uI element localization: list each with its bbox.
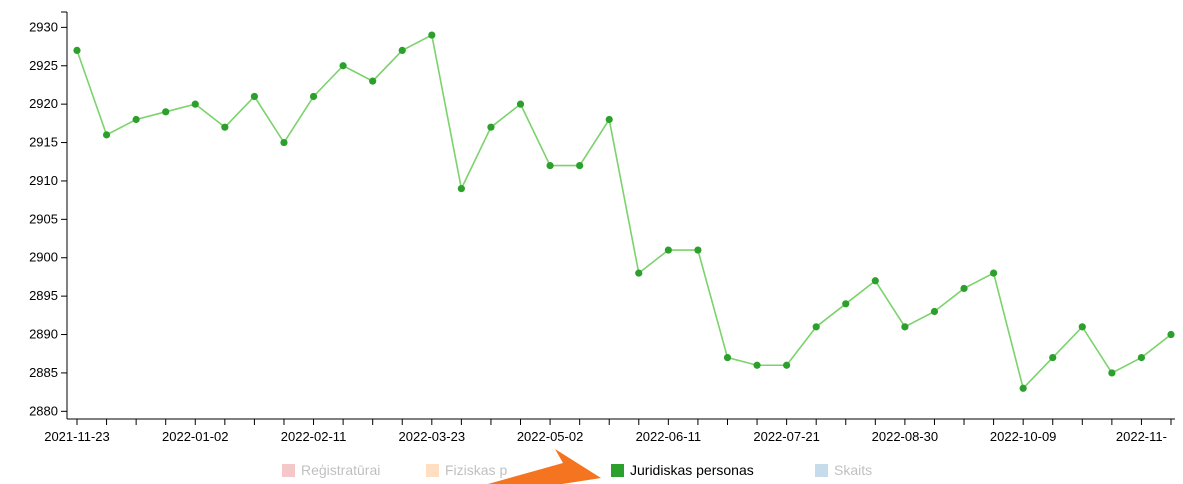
legend-item-registraturai[interactable]: Reģistratūrai (282, 462, 380, 478)
line-chart: 2880 2885 2890 2895 2900 2905 2910 2915 2920 2925… (29, 11, 1175, 444)
data-point[interactable] (339, 62, 347, 70)
y-tick-label: 2890 (29, 327, 58, 342)
legend-label-juridiskas-personas: Juridiskas personas (630, 462, 754, 478)
data-point[interactable] (162, 108, 170, 116)
y-tick-label: 2925 (29, 58, 58, 73)
x-tick-label: 2021-11-23 (44, 429, 110, 444)
y-tick-label: 2895 (29, 288, 58, 303)
y-axis: 2880 2885 2890 2895 2900 2905 2910 2915 2920 2925… (29, 11, 68, 419)
x-tick-label: 2022-10-09 (990, 429, 1057, 444)
legend-item-skaits[interactable]: Skaits (815, 462, 872, 478)
y-tick-label: 2880 (29, 403, 58, 418)
data-point[interactable] (753, 361, 761, 369)
legend-swatch-fiziskas (426, 463, 439, 477)
x-tick-label: 2022-07-21 (753, 429, 820, 444)
x-tick-label: 2022-08-30 (872, 429, 939, 444)
data-point[interactable] (605, 115, 613, 124)
data-point[interactable] (842, 300, 850, 308)
data-point[interactable] (576, 161, 584, 170)
legend-label-registraturai: Reģistratūrai (301, 462, 381, 478)
data-point[interactable] (930, 307, 939, 316)
data-point[interactable] (73, 46, 81, 54)
data-point[interactable] (694, 246, 702, 254)
data-point[interactable] (516, 100, 525, 108)
legend-swatch-registraturai (282, 463, 295, 477)
data-point[interactable] (1108, 369, 1116, 377)
data-point[interactable] (221, 123, 229, 131)
y-tick-label: 2885 (29, 365, 58, 380)
legend-swatch-skaits (815, 463, 828, 477)
data-point[interactable] (398, 46, 406, 54)
data-point[interactable] (960, 284, 968, 293)
data-point[interactable] (871, 277, 879, 285)
data-point[interactable] (309, 92, 318, 101)
x-tick-label: 2022-06-11 (636, 429, 702, 444)
data-point[interactable] (457, 185, 465, 193)
data-point[interactable] (723, 353, 732, 362)
data-point[interactable] (428, 31, 436, 39)
data-point[interactable] (102, 131, 111, 139)
data-point[interactable] (191, 100, 199, 108)
x-tick-label: 2022-11- (1116, 429, 1167, 444)
data-point[interactable] (901, 323, 909, 331)
data-point[interactable] (812, 323, 820, 331)
legend-swatch-juridiskas-personas (611, 463, 624, 477)
data-point[interactable] (132, 115, 140, 124)
y-tick-label: 2910 (29, 173, 58, 188)
data-point[interactable] (783, 361, 791, 369)
data-point[interactable] (280, 138, 288, 147)
legend-item-fiziskas[interactable]: Fiziskas p (426, 462, 507, 478)
y-tick-label: 2920 (29, 96, 58, 111)
y-tick-label: 2905 (29, 211, 58, 226)
legend-item-juridiskas-personas[interactable]: Juridiskas personas (611, 462, 754, 478)
data-point[interactable] (250, 92, 259, 101)
series-line (76, 33, 1172, 390)
data-point[interactable] (1137, 353, 1146, 362)
legend-label-skaits: Skaits (834, 462, 873, 478)
data-point[interactable] (1049, 353, 1057, 362)
x-tick-label: 2022-02-11 (281, 429, 347, 444)
x-tick-label: 2022-05-02 (517, 429, 584, 444)
data-point[interactable] (369, 77, 377, 85)
y-tick-label: 2930 (29, 19, 58, 34)
x-tick-label: 2022-01-02 (162, 429, 229, 444)
x-tick-label: 2022-03-23 (399, 429, 466, 444)
data-point[interactable] (546, 161, 554, 170)
y-tick-label: 2900 (29, 250, 58, 265)
x-axis: 2021-11-23 2022-01-02 2022-02-11 2022-03-23… (44, 418, 1175, 444)
legend: Reģistratūrai Fiziskas p Juridiskas pers… (0, 458, 1183, 484)
y-tick-label: 2915 (29, 135, 58, 150)
data-point[interactable] (1078, 323, 1086, 331)
data-point[interactable] (1167, 330, 1175, 339)
data-point[interactable] (487, 123, 495, 131)
data-point[interactable] (989, 269, 998, 277)
series-juridiskas-personas (73, 31, 1175, 392)
data-point[interactable] (664, 246, 672, 254)
legend-label-fiziskas: Fiziskas p (445, 462, 508, 478)
data-point[interactable] (635, 269, 643, 277)
data-point[interactable] (1019, 384, 1027, 392)
